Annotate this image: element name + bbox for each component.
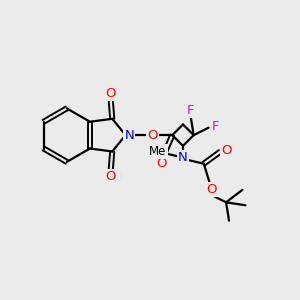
- Text: O: O: [147, 129, 158, 142]
- Text: F: F: [211, 120, 219, 133]
- Text: O: O: [106, 170, 116, 183]
- Text: Me: Me: [149, 145, 167, 158]
- Text: F: F: [186, 104, 194, 117]
- Text: O: O: [106, 87, 116, 100]
- Text: O: O: [206, 183, 217, 196]
- Text: O: O: [221, 144, 232, 157]
- Text: O: O: [157, 157, 167, 170]
- Text: N: N: [178, 151, 188, 164]
- Text: N: N: [124, 129, 134, 142]
